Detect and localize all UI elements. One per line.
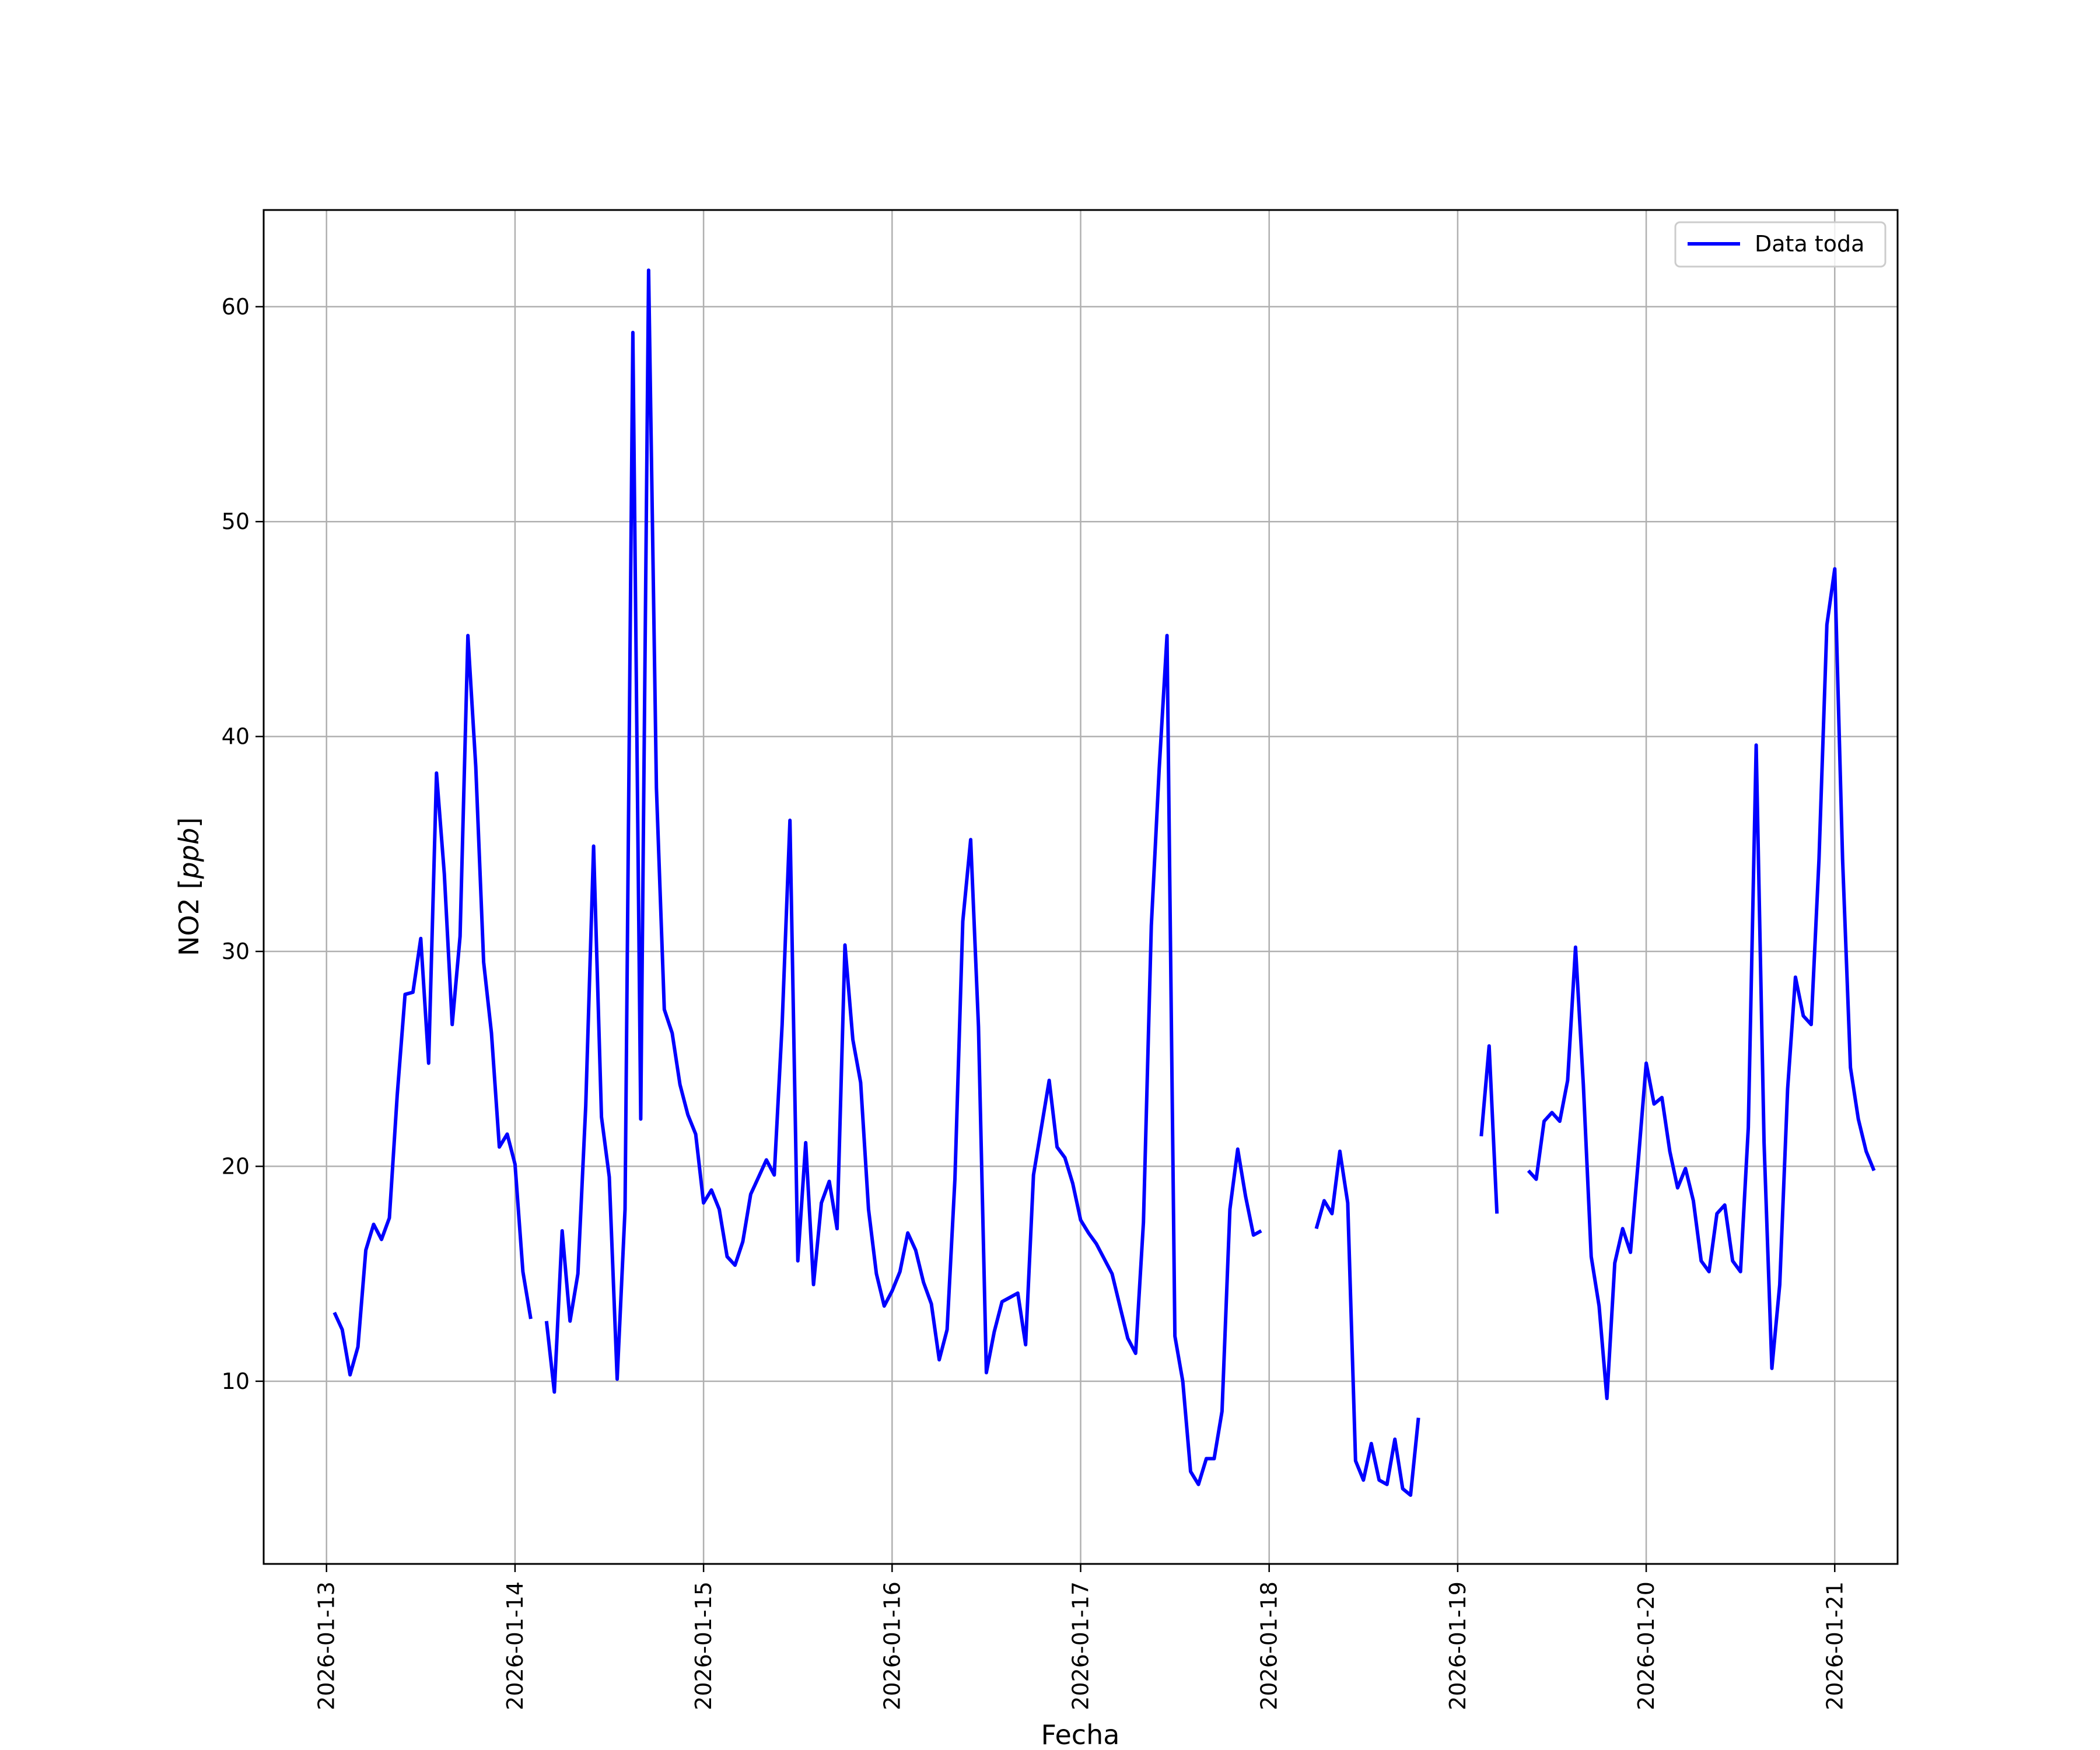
- x-tick-label: 2026-01-19: [1445, 1581, 1471, 1710]
- y-axis: 10 20 30 40 50 60: [222, 294, 264, 1394]
- x-axis: 2026-01-13 2026-01-14 2026-01-15 2026-01-16…: [314, 1564, 1847, 1710]
- series-line-segment: [1479, 1044, 1499, 1214]
- series-line-segment: [1527, 567, 1876, 1401]
- y-tick-label: 50: [222, 509, 250, 534]
- x-tick-label: 2026-01-21: [1822, 1581, 1847, 1710]
- y-tick-label: 40: [222, 724, 250, 750]
- series-line-segment: [1314, 1149, 1420, 1497]
- series-line-segment: [332, 634, 533, 1377]
- y-axis-title: NO2 [ppb]: [173, 817, 205, 956]
- y-tick-label: 10: [222, 1368, 250, 1394]
- series-line-segment: [544, 268, 1262, 1486]
- x-tick-label: 2026-01-13: [314, 1581, 340, 1710]
- legend: Data toda: [1674, 221, 1887, 268]
- legend-box: [1674, 221, 1887, 268]
- y-tick-label: 20: [222, 1153, 250, 1179]
- y-tick-label: 30: [222, 939, 250, 964]
- x-tick-label: 2026-01-20: [1633, 1581, 1659, 1710]
- x-tick-label: 2026-01-16: [879, 1581, 905, 1710]
- series-layer: [332, 268, 1876, 1497]
- x-tick-label: 2026-01-17: [1068, 1581, 1094, 1710]
- x-tick-label: 2026-01-18: [1256, 1581, 1282, 1710]
- x-axis-title: Fecha: [1041, 1719, 1120, 1750]
- legend-label: Data toda: [1755, 231, 1864, 257]
- grid: [264, 210, 1898, 1564]
- x-tick-label: 2026-01-14: [502, 1581, 528, 1710]
- x-tick-label: 2026-01-15: [691, 1581, 716, 1710]
- y-tick-label: 60: [222, 294, 250, 320]
